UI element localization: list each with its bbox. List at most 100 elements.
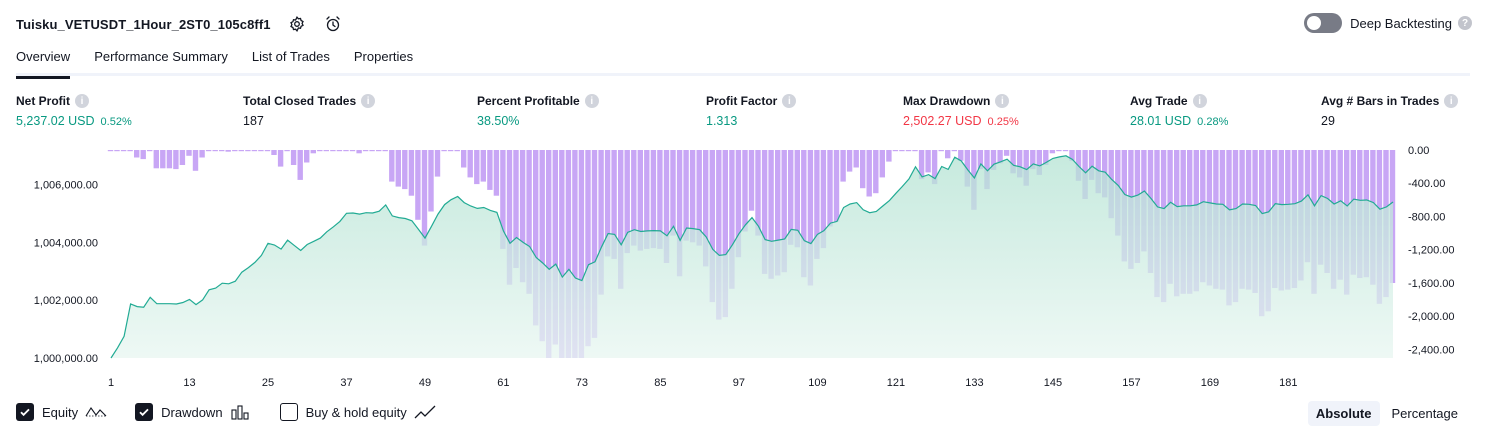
drawdown-bar (689, 150, 696, 243)
strategy-header: Tuisku_VETUSDT_1Hour_2ST0_105c8ff1 (16, 10, 343, 38)
drawdown-bar (271, 150, 277, 155)
drawdown-bar (1036, 150, 1042, 175)
drawdown-bar (840, 150, 846, 182)
drawdown-bar (186, 150, 192, 156)
drawdown-bar (833, 150, 840, 222)
info-icon[interactable]: i (995, 94, 1010, 108)
drawdown-bar (1088, 150, 1095, 180)
drawdown-bar (925, 150, 931, 173)
drawdown-bar (735, 150, 742, 258)
drawdown-bar (160, 150, 166, 169)
info-icon[interactable]: i (361, 94, 376, 108)
alarm-clock-icon[interactable] (323, 14, 343, 34)
drawdown-bar (506, 150, 513, 285)
drawdown-bar (454, 150, 460, 152)
drawdown-bar (199, 150, 205, 158)
drawdown-bar (441, 150, 447, 152)
right-axis-tick: -400.00 (1408, 178, 1445, 190)
drawdown-bar (860, 150, 866, 189)
x-axis-tick: 109 (808, 377, 826, 389)
drawdown-bar (552, 150, 558, 345)
x-axis-tick: 181 (1279, 377, 1297, 389)
drawdown-bar (166, 150, 173, 169)
x-axis-tick: 145 (1044, 377, 1062, 389)
tab-overview[interactable]: Overview (16, 46, 71, 79)
percentage-button[interactable]: Percentage (1391, 406, 1459, 421)
drawdown-bar (781, 150, 787, 273)
drawdown-bar (356, 150, 362, 154)
left-axis-tick: 1,004,000.00 (34, 237, 98, 249)
settings-icon[interactable] (287, 14, 307, 34)
metric-total-closed-trades: Total Closed Trades i 187 (243, 93, 376, 128)
deep-backtesting-toggle[interactable] (1304, 13, 1343, 33)
info-icon[interactable]: i (1192, 94, 1207, 108)
legend-buy-hold[interactable]: Buy & hold equity (279, 403, 436, 421)
equity-drawdown-chart[interactable]: 1,006,000.00 1,004,000.00 1,002,000.00 1,00… (0, 140, 1486, 396)
drawdown-bar (1049, 150, 1056, 154)
drawdown-bar (951, 150, 957, 152)
drawdown-bar (539, 150, 545, 342)
drawdown-bar (310, 150, 316, 154)
metric-percent: 0.25% (987, 116, 1019, 128)
metric-value: 1.313 (706, 114, 738, 128)
tab-list-of-trades[interactable]: List of Trades (251, 49, 330, 64)
drawdown-bar (709, 150, 715, 303)
help-icon[interactable]: ? (1458, 16, 1472, 30)
drawdown-bar (853, 150, 859, 168)
drawdown-bar (729, 150, 735, 289)
drawdown-bar (447, 150, 454, 152)
drawdown-bar (284, 150, 290, 152)
drawdown-bar (173, 150, 179, 170)
buy-hold-checkbox[interactable] (279, 403, 298, 421)
drawdown-bar (1017, 150, 1023, 178)
info-icon[interactable]: i (1444, 94, 1459, 108)
equity-line (110, 155, 1394, 359)
drawdown-bar (225, 150, 231, 152)
drawdown-bar (990, 150, 997, 170)
drawdown-bar (153, 150, 159, 169)
info-icon[interactable]: i (782, 94, 797, 108)
drawdown-bar (376, 150, 382, 152)
drawdown-bar (775, 150, 781, 276)
drawdown-bar (559, 150, 565, 358)
left-axis-tick: 1,000,000.00 (34, 353, 98, 365)
tab-performance-summary[interactable]: Performance Summary (94, 49, 228, 64)
drawdown-checkbox[interactable] (135, 403, 154, 421)
right-axis-tick: 0.00 (1408, 145, 1429, 157)
drawdown-bar (461, 150, 467, 168)
info-icon[interactable]: i (75, 94, 89, 108)
drawdown-bar (997, 150, 1003, 164)
drawdown-bar (899, 150, 905, 152)
drawdown-bar (827, 150, 833, 227)
drawdown-bar (219, 150, 225, 152)
drawdown-bar (382, 150, 388, 152)
x-axis-tick: 13 (183, 377, 195, 389)
drawdown-bar (892, 150, 899, 152)
drawdown-bar (120, 150, 127, 152)
metric-max-drawdown: Max Drawdown i 2,502.27 USD 0.25% (903, 93, 1019, 128)
drawdown-bar (336, 150, 343, 152)
equity-checkbox[interactable] (16, 403, 34, 421)
drawdown-bar (1069, 150, 1075, 161)
equity-line-icon (85, 407, 107, 417)
tab-properties[interactable]: Properties (353, 49, 414, 64)
drawdown-bar (434, 150, 441, 177)
drawdown-bar (526, 150, 532, 294)
drawdown-bar (722, 150, 728, 318)
drawdown-bar (140, 150, 146, 160)
info-icon[interactable]: i (584, 94, 599, 108)
drawdown-bar (474, 150, 480, 185)
drawdown-bar (591, 150, 598, 338)
drawdown-bar (395, 150, 401, 187)
drawdown-bar (277, 150, 284, 167)
right-axis-tick: -2,000.00 (1408, 311, 1454, 323)
metric-profit-factor: Profit Factor i 1.313 (706, 93, 797, 128)
absolute-button[interactable]: Absolute (1307, 401, 1380, 426)
metric-label: Percent Profitable (477, 94, 580, 108)
legend-equity[interactable]: Equity (16, 403, 107, 421)
legend-drawdown[interactable]: Drawdown (135, 403, 251, 421)
drawdown-bar (820, 150, 827, 249)
drawdown-bar (238, 150, 244, 152)
drawdown-bar (421, 150, 428, 246)
x-axis: 1 13 25 37 49 61 73 85 97 109 121 133 145 157 169 181 (108, 377, 1298, 389)
